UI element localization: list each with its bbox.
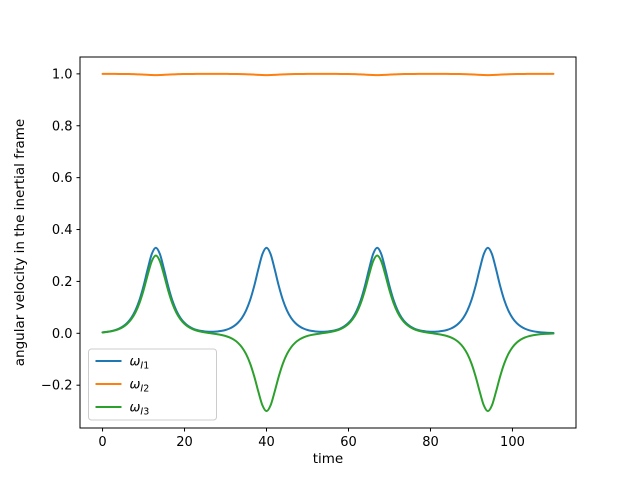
y-tick-label: 0.0 — [52, 327, 73, 342]
x-tick-label: 20 — [176, 435, 193, 450]
y-tick-label: 0.6 — [52, 171, 73, 186]
series-omega_I2-line — [101, 72, 555, 77]
legend-label-omega_I3: ωI3 — [130, 401, 150, 418]
legend-symbol: ω — [130, 355, 141, 370]
x-axis-label: time — [313, 451, 344, 467]
series-group — [101, 72, 555, 413]
x-tick-label: 40 — [258, 435, 275, 450]
y-tick-label: 1.0 — [52, 67, 73, 82]
legend-label-omega_I2: ωI2 — [130, 378, 150, 395]
legend-box — [88, 348, 217, 421]
y-axis-ticks: −0.2 0.0 0.2 0.4 0.6 0.8 1.0 — [41, 67, 80, 394]
y-tick-label: 0.2 — [52, 275, 73, 290]
x-tick-label: 0 — [98, 435, 106, 450]
y-tick-label: 0.8 — [52, 119, 73, 134]
x-axis-ticks: 0 20 40 60 80 100 — [98, 428, 525, 450]
legend-symbol: ω — [130, 378, 141, 393]
legend-subscript: I3 — [140, 407, 149, 418]
legend-label-omega_I1: ωI1 — [130, 355, 150, 372]
x-tick-label: 60 — [340, 435, 357, 450]
series-omega_I1-line — [101, 246, 555, 335]
y-tick-label: 0.4 — [52, 223, 73, 238]
y-tick-label: −0.2 — [41, 379, 73, 394]
x-tick-label: 100 — [500, 435, 525, 450]
legend-subscript: I2 — [140, 384, 149, 395]
x-tick-label: 80 — [422, 435, 439, 450]
y-axis-label: angular velocity in the inertial frame — [12, 119, 28, 366]
legend-subscript: I1 — [140, 361, 149, 372]
legend-symbol: ω — [130, 401, 141, 416]
axes-frame — [79, 56, 577, 429]
series-omega_I3-line — [101, 254, 555, 413]
